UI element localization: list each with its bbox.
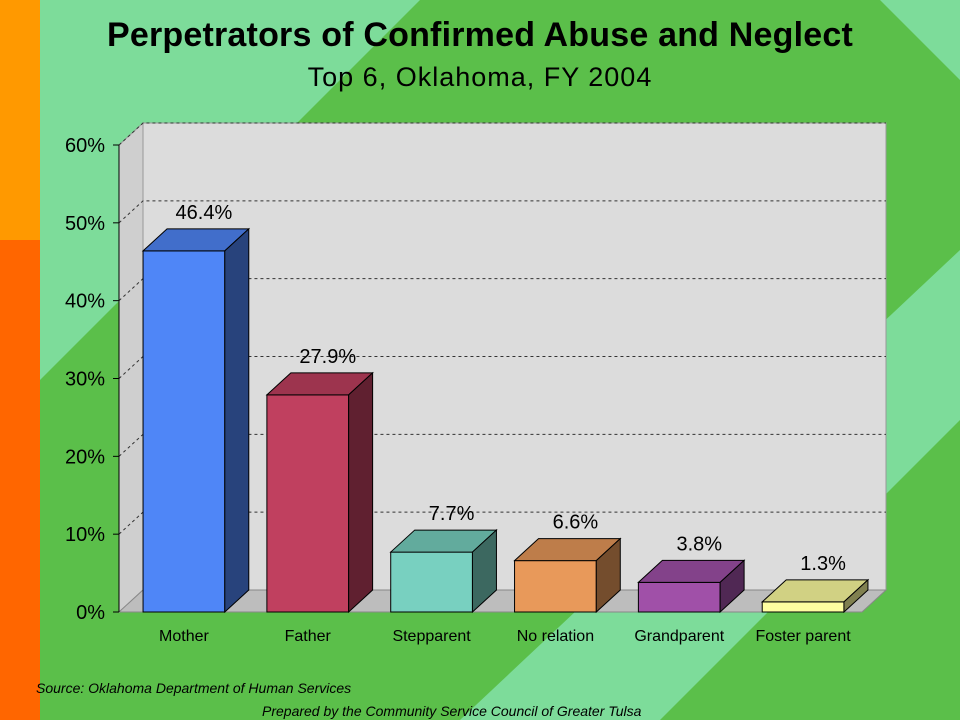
y-axis-ticks: 0% 10% 20% 30% 40% 50% 60% (65, 135, 120, 624)
bar-front (637, 581, 721, 613)
bar-front (390, 551, 473, 613)
bar (760, 578, 870, 614)
category-label: Father (285, 628, 332, 645)
gridline (118, 200, 886, 224)
bar (141, 227, 251, 614)
data-label: 3.8% (676, 533, 722, 555)
category-labels: Mother Father Stepparent No relation Grandpa… (159, 628, 851, 645)
category-label: Mother (159, 628, 209, 645)
bar (637, 559, 746, 614)
data-label: 1.3% (800, 553, 846, 575)
bar (265, 371, 374, 614)
bars (141, 227, 870, 614)
source-note: Source: Oklahoma Department of Human Ser… (36, 680, 352, 696)
data-label: 27.9% (299, 346, 356, 368)
bar (389, 528, 498, 614)
bar-side (224, 227, 250, 614)
bar (513, 537, 622, 614)
data-label: 46.4% (176, 202, 233, 224)
bar-side (843, 578, 869, 614)
category-label: Stepparent (392, 628, 471, 645)
y-tick-label: 60% (65, 135, 105, 157)
prepared-by-note: Prepared by the Community Service Counci… (262, 703, 642, 719)
y-tick-label: 0% (76, 602, 105, 624)
orange-accent-bar (0, 0, 40, 240)
data-label: 6.6% (553, 512, 599, 534)
y-tick-label: 30% (65, 369, 105, 391)
bar-side (719, 559, 745, 614)
y-tick-label: 50% (65, 213, 105, 235)
category-label: Grandparent (634, 628, 724, 645)
category-label: No relation (517, 628, 594, 645)
slide-subtitle: Top 6, Oklahoma, FY 2004 (307, 62, 653, 92)
bar-side (348, 371, 374, 614)
y-tick-label: 40% (65, 291, 105, 313)
gridline (118, 122, 886, 146)
bar-front (266, 394, 350, 613)
bar-side (595, 537, 621, 614)
red-orange-accent-bar (0, 240, 40, 720)
bar-front (761, 601, 845, 613)
category-label: Foster parent (756, 628, 852, 645)
y-tick-label: 20% (65, 446, 105, 468)
bar-side (471, 528, 497, 614)
slide-title: Perpetrators of Confirmed Abuse and Negl… (106, 16, 854, 54)
data-labels: 46.4% 27.9% 7.7% 6.6% 3.8% 1.3% (176, 202, 847, 575)
side-wall (118, 121, 144, 614)
data-label: 7.7% (429, 503, 475, 525)
y-tick-label: 10% (65, 524, 105, 546)
bar-front (142, 250, 226, 613)
bar-front (514, 560, 597, 613)
